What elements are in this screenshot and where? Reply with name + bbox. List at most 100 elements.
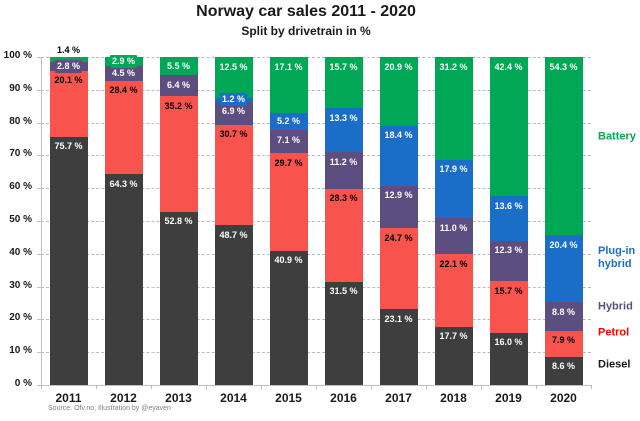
segment-label-text: 12.5 %	[217, 60, 250, 74]
segment-label-text: 5.5 %	[164, 59, 192, 73]
bar-segment-battery	[544, 57, 583, 236]
segment-label-text: 28.4 %	[107, 84, 140, 98]
bar-segment-diesel	[104, 174, 143, 385]
legend-item-hybrid: Hybrid	[598, 300, 633, 313]
gridline	[41, 188, 591, 190]
segment-label-text: 12.9 %	[382, 189, 415, 203]
segment-label-text: 11.2 %	[327, 155, 360, 169]
gridline	[41, 155, 591, 157]
x-axis-label: 2011	[55, 391, 82, 405]
segment-label-text: 42.4 %	[492, 60, 525, 74]
segment-label-text: 11.0 %	[437, 221, 470, 235]
segment-label-text: 30.7 %	[217, 128, 250, 142]
gridline	[41, 352, 591, 354]
segment-label-text: 12.3 %	[492, 244, 525, 258]
segment-label-text: 40.9 %	[272, 254, 305, 268]
bar-segment-diesel	[214, 225, 253, 385]
segment-label-text: 31.5 %	[327, 285, 360, 299]
segment-label-text: 5.2 %	[274, 115, 302, 129]
source-note: Source: Ofv.no, Illustration by @eyaven	[48, 405, 171, 412]
y-axis-label: 80 %	[9, 115, 32, 127]
y-axis-tick	[37, 89, 42, 91]
segment-label-text: 31.2 %	[437, 60, 470, 74]
segment-label: 20.1 %	[45, 74, 93, 88]
segment-label-text: 48.7 %	[217, 228, 250, 242]
y-axis-tick	[37, 57, 42, 58]
x-axis-tick	[316, 385, 317, 389]
segment-label-text: 75.7 %	[52, 140, 85, 154]
legend-item-battery: Battery	[598, 130, 636, 143]
segment-label: 24.7 %	[375, 231, 423, 245]
segment-label: 13.3 %	[320, 111, 368, 125]
segment-label-text: 29.7 %	[272, 156, 305, 170]
segment-label: 7.1 %	[265, 133, 313, 147]
x-axis-label: 2015	[275, 391, 302, 405]
bar-segment-diesel	[159, 211, 198, 385]
segment-label: 11.2 %	[320, 155, 368, 169]
segment-label: 15.7 %	[485, 284, 533, 298]
y-axis-tick	[37, 286, 42, 288]
x-axis-label: 2016	[330, 391, 357, 405]
segment-label-text: 23.1 %	[382, 312, 415, 326]
segment-label: 7.9 %	[540, 334, 588, 348]
y-axis-label: 20 %	[9, 312, 32, 324]
y-axis-label: 50 %	[9, 214, 32, 225]
bar-segment-petrol	[214, 124, 253, 226]
y-axis-tick	[37, 352, 42, 354]
y-axis-label: 90 %	[9, 82, 32, 94]
y-axis-label: 0 %	[14, 378, 32, 389]
x-axis-tick	[151, 385, 152, 389]
x-axis-label: 2017	[385, 391, 412, 405]
segment-label-text: 17.1 %	[272, 60, 305, 74]
segment-label-text: 6.4 %	[164, 79, 192, 93]
x-axis-tick	[426, 385, 427, 389]
segment-label: 1.4 %	[56, 45, 80, 55]
segment-label-text: 52.8 %	[162, 215, 195, 229]
segment-label: 4.5 %	[100, 67, 148, 81]
gridline	[41, 319, 591, 321]
segment-label-text: 8.8 %	[549, 305, 577, 319]
x-axis-tick	[41, 385, 42, 389]
segment-label-text: 16.0 %	[492, 336, 525, 350]
gridline	[41, 253, 591, 255]
x-axis-label: 2020	[550, 391, 577, 405]
bar-segment-petrol	[159, 96, 198, 212]
segment-label: 75.7 %	[45, 140, 93, 154]
segment-label-text: 35.2 %	[162, 99, 195, 113]
segment-label-text: 4.5 %	[109, 67, 137, 81]
segment-label-text: 17.7 %	[437, 330, 470, 344]
segment-label-text: 7.1 %	[274, 133, 302, 147]
x-axis-label: 2018	[440, 391, 467, 405]
segment-label: 17.7 %	[430, 330, 478, 344]
segment-label: 11.0 %	[430, 221, 478, 235]
x-axis-tick	[536, 385, 537, 389]
y-axis-label: 70 %	[9, 148, 32, 160]
y-axis-label: 30 %	[9, 279, 32, 291]
segment-label: 6.4 %	[155, 79, 203, 93]
segment-label-text: 8.6 %	[549, 360, 577, 374]
y-axis-label: 100 %	[3, 50, 32, 61]
y-axis-label: 40 %	[9, 246, 32, 258]
segment-label: 31.5 %	[320, 285, 368, 299]
segment-label-text: 64.3 %	[107, 177, 140, 191]
segment-label-text: 13.3 %	[327, 111, 360, 125]
x-axis-label: 2013	[165, 391, 192, 405]
y-axis-tick	[37, 221, 42, 222]
x-axis-tick	[206, 385, 207, 389]
y-axis-tick	[37, 122, 42, 124]
segment-label: 35.2 %	[155, 99, 203, 113]
y-axis-label: 10 %	[9, 345, 32, 357]
segment-label: 16.0 %	[485, 336, 533, 350]
segment-label-text: 20.9 %	[382, 60, 415, 74]
gridline	[41, 122, 591, 124]
segment-label: 5.2 %	[265, 115, 313, 129]
bar-segment-battery	[434, 57, 473, 160]
segment-label: 15.7 %	[320, 60, 368, 74]
legend-item-plug-in-hybrid: Plug-in hybrid	[598, 245, 636, 270]
x-axis-label: 2014	[220, 391, 247, 405]
segment-label-text: 22.1 %	[437, 257, 470, 271]
segment-label: 8.8 %	[540, 305, 588, 319]
segment-label: 1.2 %	[210, 93, 258, 107]
x-axis-tick	[481, 385, 482, 389]
